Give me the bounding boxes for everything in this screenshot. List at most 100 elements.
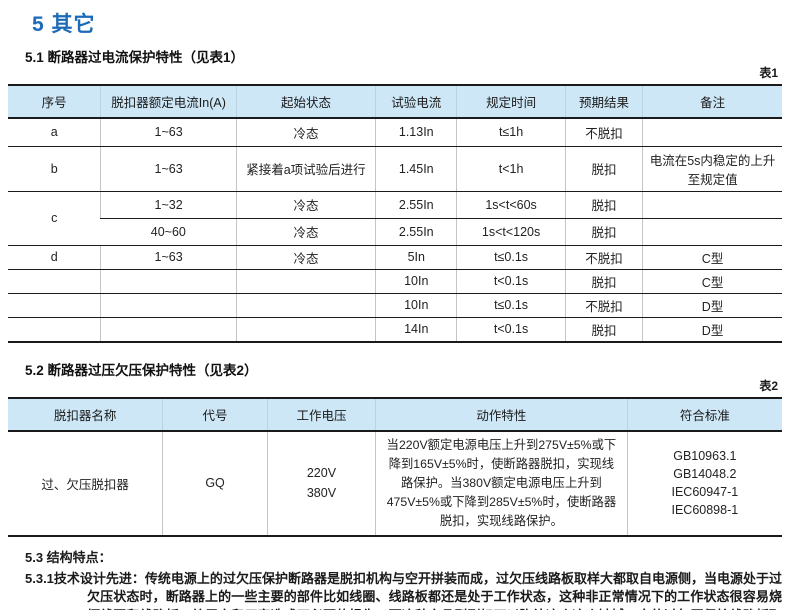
standards-cell: GB10963.1 GB14048.2 IEC60947-1 IEC60898-… bbox=[626, 430, 782, 537]
table-row: 过、欠压脱扣器 GQ 220V 380V 当220V额定电源电压上升到275V±… bbox=[8, 430, 782, 537]
table-cell: 脱扣 bbox=[564, 146, 643, 192]
table-cell bbox=[642, 118, 782, 147]
table2-label: 表2 bbox=[759, 378, 778, 393]
table-cell: 1.13In bbox=[375, 118, 457, 147]
table-cell bbox=[642, 191, 782, 219]
column-header: 试验电流 bbox=[375, 84, 457, 119]
table-row: a 1~63 冷态 1.13In t≤1h 不脱扣 bbox=[8, 118, 782, 147]
column-header: 代号 bbox=[162, 396, 268, 432]
voltage-protection-table: 脱扣器名称 代号 工作电压 动作特性 符合标准 过、欠压脱扣器 GQ 220V … bbox=[8, 396, 782, 537]
section-5-3-heading: 5.3 结构特点： bbox=[25, 549, 112, 565]
table-cell: 10In bbox=[375, 293, 457, 318]
table-row: d 1~63 冷态 5In t≤0.1s 不脱扣 C型 bbox=[8, 245, 782, 270]
table-cell: 不脱扣 bbox=[564, 245, 643, 270]
table-cell: 脱扣 bbox=[564, 269, 643, 294]
column-header: 序号 bbox=[8, 84, 101, 119]
column-header: 脱扣器名称 bbox=[8, 396, 163, 432]
column-header: 起始状态 bbox=[235, 84, 376, 119]
table-cell bbox=[100, 293, 237, 318]
section-5-3: 5.3 结构特点： 5.3.1技术设计先进：传统电源上的过欠压保护断路器是脱扣机… bbox=[25, 547, 782, 610]
table-row: 14In t<0.1s 脱扣 D型 bbox=[8, 317, 782, 343]
table-row: 10In t<0.1s 脱扣 C型 bbox=[8, 269, 782, 294]
overcurrent-protection-table: 序号 脱扣器额定电流In(A) 起始状态 试验电流 规定时间 预期结果 备注 a… bbox=[8, 84, 782, 343]
table-cell: 紧接着a项试验后进行 bbox=[235, 146, 376, 192]
table-cell: t≤0.1s bbox=[456, 293, 566, 318]
table-cell: 1~63 bbox=[100, 245, 237, 270]
table-cell: t<1h bbox=[456, 146, 566, 192]
table-cell: D型 bbox=[642, 293, 782, 318]
column-header: 规定时间 bbox=[456, 84, 566, 119]
paragraph-label: 5.3.1 bbox=[25, 570, 54, 586]
table-cell bbox=[235, 317, 376, 343]
table-cell: 1~63 bbox=[100, 118, 237, 147]
table-cell: 2.55In bbox=[375, 218, 457, 246]
table-cell: 40~60 bbox=[100, 218, 237, 246]
release-name-cell: 过、欠压脱扣器 bbox=[8, 430, 163, 537]
table-cell: 10In bbox=[375, 269, 457, 294]
table-cell: c bbox=[8, 191, 101, 246]
column-header: 备注 bbox=[642, 84, 782, 119]
table-cell: 冷态 bbox=[235, 118, 376, 147]
table-row: c 1~32 冷态 2.55In 1s<t<60s 脱扣 bbox=[8, 191, 782, 246]
table-cell: 1~32 bbox=[100, 191, 237, 219]
working-voltage-cell: 220V 380V bbox=[266, 430, 376, 537]
table1-header-row: 序号 脱扣器额定电流In(A) 起始状态 试验电流 规定时间 预期结果 备注 bbox=[8, 84, 782, 119]
table-cell: 脱扣 bbox=[564, 317, 643, 343]
table-cell bbox=[8, 269, 101, 294]
table-cell: 电流在5s内稳定的上升至规定值 bbox=[642, 146, 782, 192]
table-cell: 1~63 bbox=[100, 146, 237, 192]
column-header: 动作特性 bbox=[375, 396, 628, 432]
table-cell: 5In bbox=[375, 245, 457, 270]
table-cell: 2.55In bbox=[375, 191, 457, 219]
column-header: 预期结果 bbox=[564, 84, 643, 119]
action-characteristic-cell: 当220V额定电源电压上升到275V±5%或下降到165V±5%时，使断路器脱扣… bbox=[375, 430, 628, 537]
table-cell: C型 bbox=[642, 269, 782, 294]
table-cell: 14In bbox=[375, 317, 457, 343]
table2-header-row: 脱扣器名称 代号 工作电压 动作特性 符合标准 bbox=[8, 396, 782, 432]
table-cell: a bbox=[8, 118, 101, 147]
paragraph-text: 技术设计先进：传统电源上的过欠压保护断路器是脱扣机构与空开拼装而成，过欠压线路板… bbox=[53, 570, 782, 610]
standard-item: GB10963.1 bbox=[673, 448, 737, 463]
voltage-value: 380V bbox=[306, 486, 337, 501]
standard-item: GB14048.2 bbox=[673, 466, 737, 481]
table-cell bbox=[100, 317, 237, 343]
column-header: 工作电压 bbox=[266, 396, 376, 432]
table-cell bbox=[100, 269, 237, 294]
standard-item: IEC60947-1 bbox=[671, 485, 739, 500]
table-row: b 1~63 紧接着a项试验后进行 1.45In t<1h 脱扣 电流在5s内稳… bbox=[8, 146, 782, 192]
section-5-1-heading: 5.1 断路器过电流保护特性（见表1） bbox=[25, 50, 245, 65]
table-cell: t≤0.1s bbox=[456, 245, 566, 270]
table-cell: 不脱扣 bbox=[564, 293, 643, 318]
table-cell: D型 bbox=[642, 317, 782, 343]
table1-label: 表1 bbox=[759, 66, 778, 80]
table-cell: t<0.1s bbox=[456, 317, 566, 343]
table-cell bbox=[235, 293, 376, 318]
paragraph-5-3-1: 5.3.1技术设计先进：传统电源上的过欠压保护断路器是脱扣机构与空开拼装而成，过… bbox=[25, 570, 782, 610]
table-cell: 1.45In bbox=[375, 146, 457, 192]
release-code-cell: GQ bbox=[162, 430, 268, 537]
table-cell: t<0.1s bbox=[456, 269, 566, 294]
table-cell: 1s<t<60s bbox=[456, 191, 566, 219]
table-cell bbox=[235, 269, 376, 294]
column-header: 符合标准 bbox=[626, 396, 782, 432]
table-cell: 1s<t<120s bbox=[456, 218, 566, 246]
table-row: 10In t≤0.1s 不脱扣 D型 bbox=[8, 293, 782, 318]
table-cell: C型 bbox=[642, 245, 782, 270]
table-cell: b bbox=[8, 146, 101, 192]
table-cell: 不脱扣 bbox=[564, 118, 643, 147]
table-cell bbox=[8, 317, 101, 343]
table-cell bbox=[8, 293, 101, 318]
standard-item: IEC60898-1 bbox=[671, 503, 739, 518]
table-cell: 冷态 bbox=[235, 191, 376, 219]
column-header: 脱扣器额定电流In(A) bbox=[100, 84, 237, 119]
table-cell: 冷态 bbox=[235, 218, 376, 246]
table-cell: d bbox=[8, 245, 101, 270]
page-title: 5 其它 bbox=[32, 13, 96, 36]
table-cell: 冷态 bbox=[235, 245, 376, 270]
table-cell: 脱扣 bbox=[564, 191, 643, 219]
voltage-value: 220V bbox=[306, 466, 337, 481]
table-cell: 脱扣 bbox=[564, 218, 643, 246]
section-5-2-heading: 5.2 断路器过压欠压保护特性（见表2） bbox=[25, 362, 258, 378]
table-cell bbox=[642, 218, 782, 246]
